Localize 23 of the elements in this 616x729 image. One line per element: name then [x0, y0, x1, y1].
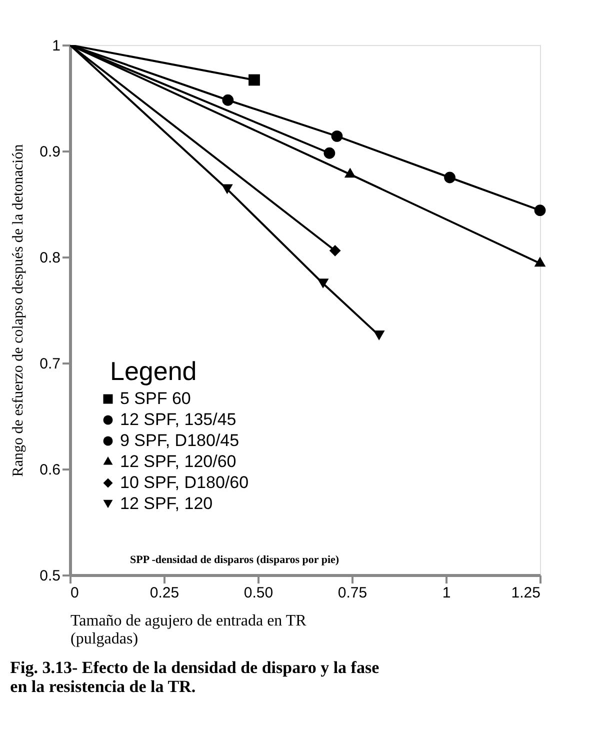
x-tick-label: 0	[70, 584, 79, 602]
legend-title: Legend	[110, 356, 197, 386]
legend-label: 12 SPF, 135/45	[120, 410, 236, 429]
legend-label: 12 SPF, 120/60	[120, 452, 236, 471]
x-tick-label: 1.25	[511, 584, 540, 602]
x-axis-title: Tamaño de agujero de entrada en TR (pulgadas)	[70, 612, 307, 648]
y-tick-label: 0.7	[40, 356, 60, 372]
y-tick-label: 0.5	[40, 568, 60, 584]
legend-label: 9 SPF, D180/45	[120, 431, 240, 450]
y-tick-label: 0.6	[40, 462, 60, 478]
annotation: SPP -densidad de disparos (disparos por pie)	[130, 554, 340, 566]
x-tick-label: 0.50	[244, 584, 274, 602]
x-tick-label: 1	[442, 584, 451, 602]
legend-label: 12 SPF, 120	[120, 494, 213, 513]
x-tick-label: 0.75	[338, 584, 368, 602]
x-tick-label: 0.25	[150, 584, 180, 602]
legend-label: 10 SPF, D180/60	[120, 473, 249, 492]
y-tick-label: 1	[52, 38, 60, 54]
y-tick-label: 0.9	[40, 144, 60, 160]
caption: Fig. 3.13- Efecto de la densidad de disparo y la fase en la resistencia de la TR.	[10, 658, 380, 696]
y-tick-label: 0.8	[40, 250, 60, 266]
y-axis-title: Rango de esfuerzo de colapso después de la detonación	[10, 144, 27, 477]
legend-label: 5 SPF 60	[120, 389, 191, 408]
